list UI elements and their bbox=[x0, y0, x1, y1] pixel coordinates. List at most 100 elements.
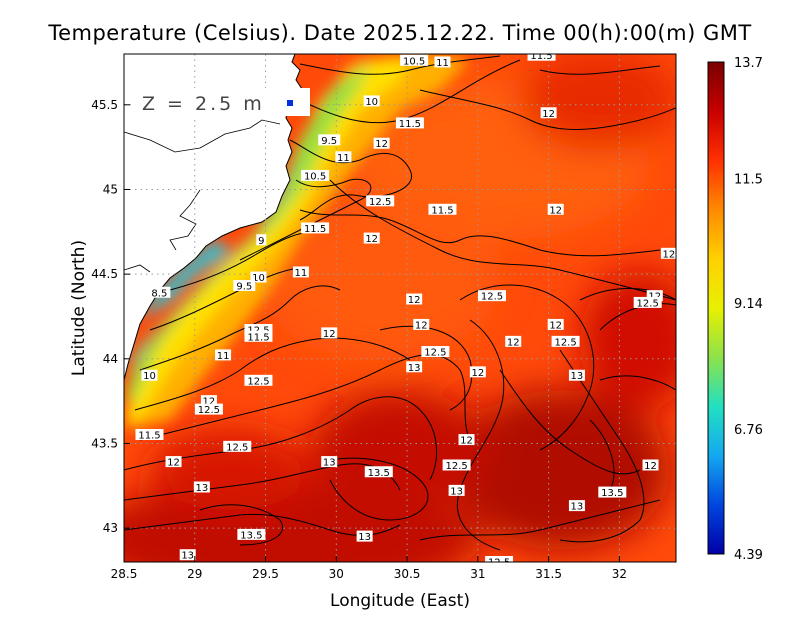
depth-label-box bbox=[132, 88, 310, 116]
contour-label: 12 bbox=[373, 137, 390, 150]
contour-label: 13.5 bbox=[364, 466, 393, 479]
y-tick-label: 43.5 bbox=[91, 436, 118, 450]
svg-text:13: 13 bbox=[571, 502, 584, 513]
x-tick-label: 30 bbox=[329, 567, 344, 581]
contour-label: 12 bbox=[321, 327, 338, 340]
svg-text:12: 12 bbox=[549, 320, 562, 331]
contour-label: 13 bbox=[321, 456, 338, 469]
y-tick-label: 43 bbox=[103, 521, 118, 535]
svg-text:13.5: 13.5 bbox=[240, 530, 262, 541]
svg-text:9.5: 9.5 bbox=[236, 281, 252, 292]
svg-text:12.5: 12.5 bbox=[637, 298, 659, 309]
map-plot-area: Z = 2.5 m 10.5 11 11.5 10 11.5 12 9.5 12 11 10.5 1… bbox=[124, 51, 676, 569]
contour-label: 11 bbox=[215, 349, 232, 362]
colorbar-label: 11.5 bbox=[734, 172, 763, 187]
contour-label: 12 bbox=[413, 318, 430, 331]
svg-text:12: 12 bbox=[644, 461, 657, 472]
contour-label: 9 bbox=[256, 234, 267, 247]
svg-text:12: 12 bbox=[408, 295, 421, 306]
contour-label: 11.5 bbox=[244, 330, 273, 343]
contour-labels: 10.5 11 11.5 10 11.5 12 9.5 12 11 10.5 12.5 11.5 12 1… bbox=[135, 51, 676, 569]
map-frame bbox=[123, 53, 677, 563]
svg-text:10.5: 10.5 bbox=[304, 171, 326, 182]
y-tick-label: 45.5 bbox=[91, 98, 118, 112]
contour-label: 10.5 bbox=[400, 54, 429, 67]
svg-text:12.5: 12.5 bbox=[369, 197, 391, 208]
svg-text:11: 11 bbox=[436, 58, 449, 69]
contour-label: 12 bbox=[642, 459, 659, 472]
svg-text:13.5: 13.5 bbox=[368, 468, 390, 479]
contour-label: 12 bbox=[547, 318, 564, 331]
svg-text:12: 12 bbox=[460, 436, 473, 447]
contour-label: 12.5 bbox=[421, 346, 450, 359]
x-tick-label: 31 bbox=[470, 567, 485, 581]
contour-label: 12.5 bbox=[366, 195, 395, 208]
svg-text:11: 11 bbox=[337, 153, 350, 164]
svg-text:12: 12 bbox=[507, 337, 520, 348]
x-tick-label: 29 bbox=[187, 567, 202, 581]
contour-label: 12.5 bbox=[478, 290, 506, 303]
contour-label: 12 bbox=[200, 395, 217, 408]
x-axis-ticks: 28.5 29 29.5 30 30.5 31 31.5 32 bbox=[111, 556, 627, 581]
map-title: Temperature (Celsius). Date 2025.12.22. … bbox=[47, 21, 751, 45]
x-tick-label: 32 bbox=[612, 567, 627, 581]
svg-text:10.5: 10.5 bbox=[403, 56, 425, 67]
contour-label: 9.5 bbox=[318, 134, 341, 147]
svg-text:13: 13 bbox=[181, 551, 194, 562]
svg-text:13: 13 bbox=[408, 363, 421, 374]
cold-spot bbox=[287, 100, 293, 106]
x-tick-label: 29.5 bbox=[252, 567, 279, 581]
contour-label: 12 bbox=[458, 434, 475, 447]
svg-text:9.5: 9.5 bbox=[321, 136, 337, 147]
svg-text:11.5: 11.5 bbox=[530, 51, 552, 62]
x-tick-label: 30.5 bbox=[394, 567, 421, 581]
svg-text:13: 13 bbox=[358, 532, 371, 543]
svg-text:12: 12 bbox=[167, 458, 180, 469]
svg-text:11.5: 11.5 bbox=[138, 431, 160, 442]
contour-label: 8.5 bbox=[148, 286, 171, 299]
y-tick-label: 44.5 bbox=[91, 267, 118, 281]
svg-text:13: 13 bbox=[450, 486, 463, 497]
svg-text:12: 12 bbox=[549, 205, 562, 216]
svg-text:12.5: 12.5 bbox=[488, 558, 510, 569]
svg-text:12: 12 bbox=[203, 397, 216, 408]
svg-text:10: 10 bbox=[365, 97, 378, 108]
svg-text:12.5: 12.5 bbox=[445, 461, 467, 472]
svg-text:12.5: 12.5 bbox=[247, 376, 269, 387]
land-mass bbox=[124, 54, 304, 380]
svg-text:10: 10 bbox=[143, 371, 156, 382]
svg-text:13: 13 bbox=[571, 371, 584, 382]
svg-text:13.5: 13.5 bbox=[601, 488, 623, 499]
contour-label: 11 bbox=[335, 151, 352, 164]
contour-label: 10 bbox=[363, 95, 380, 108]
contour-label: 13 bbox=[356, 530, 373, 543]
contour-label: 13 bbox=[568, 369, 585, 382]
y-tick-label: 44 bbox=[103, 352, 118, 366]
svg-text:9: 9 bbox=[258, 236, 264, 247]
svg-text:12: 12 bbox=[375, 139, 388, 150]
svg-text:11.5: 11.5 bbox=[247, 332, 269, 343]
colorbar-labels: 13.7 11.5 9.14 6.76 4.39 bbox=[734, 56, 763, 563]
contour-label: 11.5 bbox=[428, 203, 457, 216]
contour-label: 11.5 bbox=[135, 429, 164, 442]
map-gridlines bbox=[124, 54, 676, 562]
contour-label: 12.5 bbox=[244, 374, 273, 387]
svg-text:11: 11 bbox=[217, 351, 230, 362]
colorbar-label: 4.39 bbox=[734, 548, 763, 563]
temperature-field: Z = 2.5 m 10.5 11 11.5 10 11.5 12 9.5 12 11 10.5 1… bbox=[124, 51, 676, 569]
x-tick-label: 28.5 bbox=[111, 567, 138, 581]
svg-text:13: 13 bbox=[323, 458, 336, 469]
contour-label: 13 bbox=[568, 500, 585, 513]
contour-label: 12.5 bbox=[633, 296, 662, 309]
contour-label: 12 bbox=[406, 293, 423, 306]
svg-text:12.5: 12.5 bbox=[481, 292, 503, 303]
contour-label: 13 bbox=[448, 484, 465, 497]
colorbar-label: 13.7 bbox=[734, 56, 763, 71]
svg-text:12: 12 bbox=[415, 320, 428, 331]
contour-label: 12 bbox=[363, 232, 380, 245]
svg-text:12.5: 12.5 bbox=[424, 348, 446, 359]
svg-text:8.5: 8.5 bbox=[151, 288, 167, 299]
contour-label: 13 bbox=[179, 549, 196, 562]
x-tick-label: 31.5 bbox=[535, 567, 562, 581]
contour-label: 12 bbox=[505, 335, 522, 348]
